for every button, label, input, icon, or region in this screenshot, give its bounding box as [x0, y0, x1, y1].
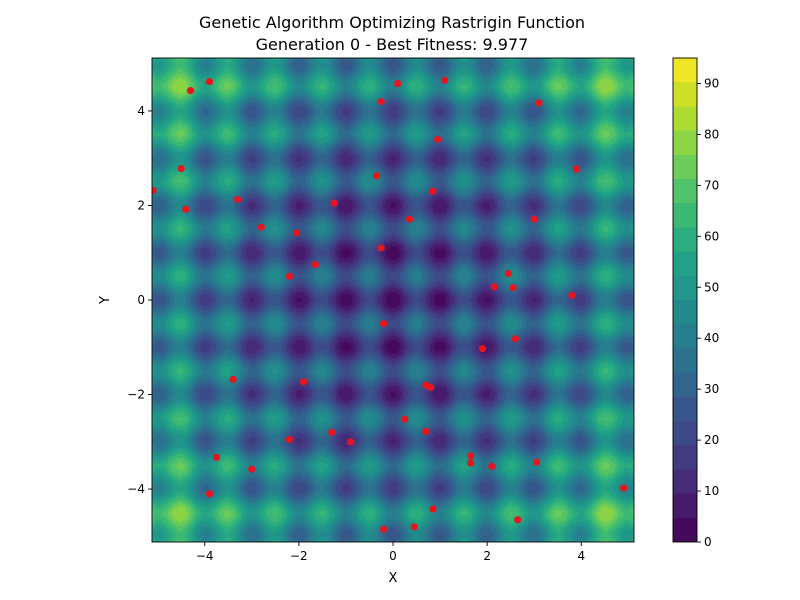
- population-point: [532, 458, 541, 466]
- population-point: [292, 229, 301, 237]
- colorbar-tick-label: 0: [704, 535, 712, 549]
- x-tick-label: −2: [290, 549, 308, 563]
- population-point: [379, 320, 388, 328]
- colorbar: 0 10 20 30 40 50 60 70 80 90: [672, 57, 719, 549]
- population-point: [422, 427, 430, 435]
- colorbar-tick-label: 90: [704, 76, 719, 90]
- population-point: [405, 215, 414, 223]
- colorbar-ticks: 0 10 20 30 40 50 60 70 80 90: [697, 76, 719, 549]
- colorbar-frame: [672, 57, 698, 543]
- population-point: [377, 244, 385, 252]
- x-tick-label: 4: [577, 549, 585, 563]
- population-point: [535, 99, 543, 107]
- population-point: [568, 291, 576, 299]
- colorbar-tick-label: 80: [704, 127, 719, 141]
- population-point: [311, 260, 319, 269]
- population-point: [514, 516, 522, 524]
- y-tick-label: 4: [137, 104, 145, 118]
- population-point: [429, 187, 437, 195]
- population-point: [182, 205, 190, 213]
- y-axis: −4 −2 0 2 4: [127, 104, 152, 496]
- population-point: [427, 383, 435, 392]
- population-point: [234, 195, 242, 203]
- x-axis: −4 −2 0 2 4: [196, 542, 585, 563]
- population-point: [620, 484, 628, 492]
- population-point: [347, 438, 355, 446]
- x-tick-label: 2: [483, 549, 491, 563]
- population-point: [530, 215, 538, 223]
- population-point: [429, 505, 437, 513]
- population-point: [212, 453, 221, 461]
- population-point: [467, 459, 475, 467]
- y-tick-label: −2: [127, 388, 145, 402]
- population-point: [504, 269, 512, 278]
- colorbar-gradient: [673, 58, 697, 542]
- population-point: [205, 490, 214, 498]
- population-point: [229, 375, 237, 384]
- population-point: [441, 76, 449, 84]
- population-point: [467, 452, 475, 460]
- population-point: [572, 165, 581, 173]
- y-tick-label: −4: [127, 482, 145, 496]
- population-point: [186, 87, 195, 95]
- population-point: [177, 165, 185, 173]
- chart-subtitle: Generation 0 - Best Fitness: 9.977: [256, 35, 529, 54]
- population-point: [377, 97, 385, 106]
- x-tick-label: 0: [389, 549, 397, 563]
- population-points: [152, 76, 628, 533]
- population-point: [330, 199, 338, 207]
- colorbar-tick-label: 10: [704, 484, 719, 498]
- population-point: [152, 186, 157, 194]
- population-point: [509, 284, 517, 292]
- population-point: [394, 79, 402, 88]
- chart-title: Genetic Algorithm Optimizing Rastrigin F…: [199, 13, 585, 32]
- population-point: [410, 523, 418, 531]
- y-tick-label: 0: [137, 293, 145, 307]
- population-point: [248, 465, 256, 473]
- population-point: [285, 272, 294, 280]
- x-tick-label: −4: [196, 549, 214, 563]
- population-point: [205, 78, 214, 86]
- population-point: [478, 345, 487, 353]
- rastrigin-contour-surface: [152, 58, 634, 542]
- y-axis-label: Y: [98, 296, 113, 305]
- population-point: [285, 435, 294, 444]
- colorbar-tick-label: 30: [704, 382, 719, 396]
- population-point: [434, 135, 442, 143]
- population-point: [488, 462, 496, 470]
- colorbar-tick-label: 40: [704, 331, 719, 345]
- population-point: [401, 415, 409, 423]
- colorbar-tick-label: 50: [704, 280, 719, 294]
- colorbar-tick-label: 70: [704, 178, 719, 192]
- colorbar-tick-label: 60: [704, 229, 719, 243]
- population-point: [372, 172, 381, 180]
- x-axis-label: X: [389, 571, 398, 586]
- population-point: [299, 378, 308, 386]
- population-point: [490, 283, 498, 291]
- population-point: [511, 335, 519, 343]
- population-point: [257, 223, 265, 231]
- y-tick-label: 2: [137, 198, 145, 212]
- plot-area: [151, 57, 635, 543]
- population-point: [328, 428, 336, 436]
- colorbar-tick-label: 20: [704, 433, 719, 447]
- population-point: [379, 525, 388, 533]
